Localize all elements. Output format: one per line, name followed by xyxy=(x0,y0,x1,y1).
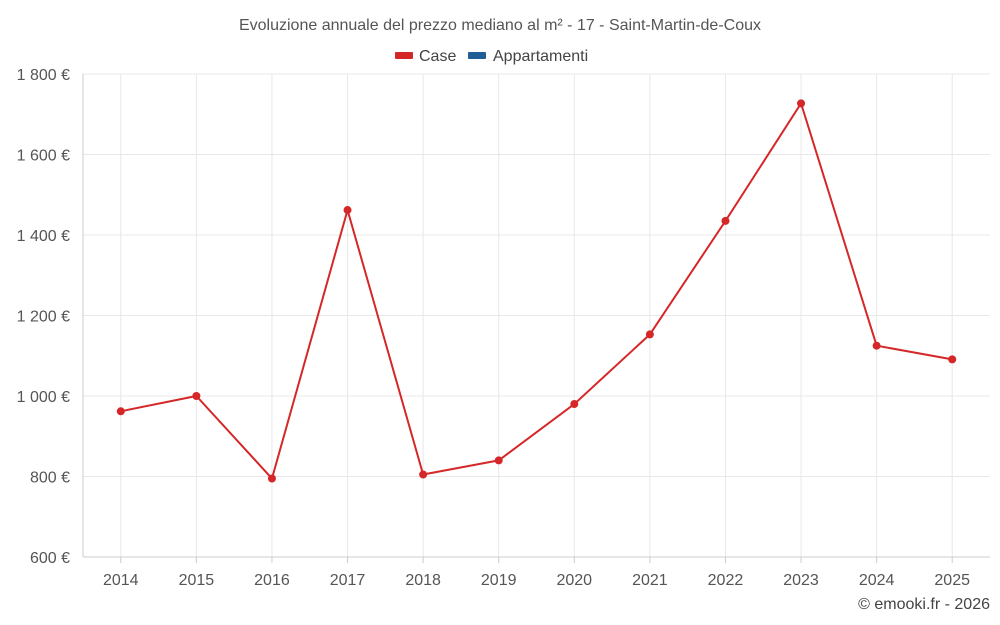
data-point xyxy=(267,474,276,483)
data-point xyxy=(570,400,579,409)
series-case xyxy=(116,99,957,483)
x-tick-label: 2014 xyxy=(103,572,139,589)
data-point xyxy=(721,216,730,225)
credit-text: © emooki.fr - 2026 xyxy=(858,596,990,613)
x-tick-label: 2017 xyxy=(330,572,366,589)
legend-swatch-case xyxy=(395,52,413,59)
data-point xyxy=(872,341,881,350)
y-tick-label: 1 800 € xyxy=(17,67,70,84)
y-tick-label: 1 400 € xyxy=(17,228,70,245)
y-tick-label: 600 € xyxy=(30,550,70,567)
legend-item-case[interactable]: Case xyxy=(395,48,456,65)
data-point xyxy=(343,206,352,215)
legend-label-case: Case xyxy=(419,48,456,65)
y-tick-label: 800 € xyxy=(30,470,70,487)
x-tick-label: 2018 xyxy=(405,572,441,589)
x-tick-label: 2020 xyxy=(556,572,592,589)
x-tick-label: 2023 xyxy=(783,572,819,589)
y-tick-label: 1 000 € xyxy=(17,389,70,406)
data-point xyxy=(645,330,654,339)
data-point xyxy=(419,470,428,479)
x-tick-label: 2019 xyxy=(481,572,517,589)
axes: 600 € 800 € 1 000 € 1 200 € 1 400 € 1 600 € 1 … xyxy=(17,67,990,589)
x-tick-label: 2021 xyxy=(632,572,668,589)
legend-item-appartamenti[interactable]: Appartamenti xyxy=(468,48,588,65)
x-tick-label: 2025 xyxy=(934,572,970,589)
chart-title: Evoluzione annuale del prezzo mediano al… xyxy=(239,17,761,34)
legend-swatch-appartamenti xyxy=(468,52,486,59)
data-point xyxy=(192,392,201,400)
data-point xyxy=(494,456,503,465)
x-tick-label: 2024 xyxy=(859,572,895,589)
data-point xyxy=(948,355,957,364)
data-point xyxy=(116,407,125,416)
data-point xyxy=(797,99,806,108)
x-tick-label: 2015 xyxy=(179,572,215,589)
y-tick-label: 1 200 € xyxy=(17,309,70,326)
x-tick-label: 2016 xyxy=(254,572,290,589)
x-tick-label: 2022 xyxy=(708,572,744,589)
series-line-case xyxy=(120,102,953,480)
legend: Case Appartamenti xyxy=(395,48,588,65)
legend-label-appartamenti: Appartamenti xyxy=(493,48,588,65)
grid xyxy=(83,73,990,557)
y-tick-label: 1 600 € xyxy=(17,148,70,165)
